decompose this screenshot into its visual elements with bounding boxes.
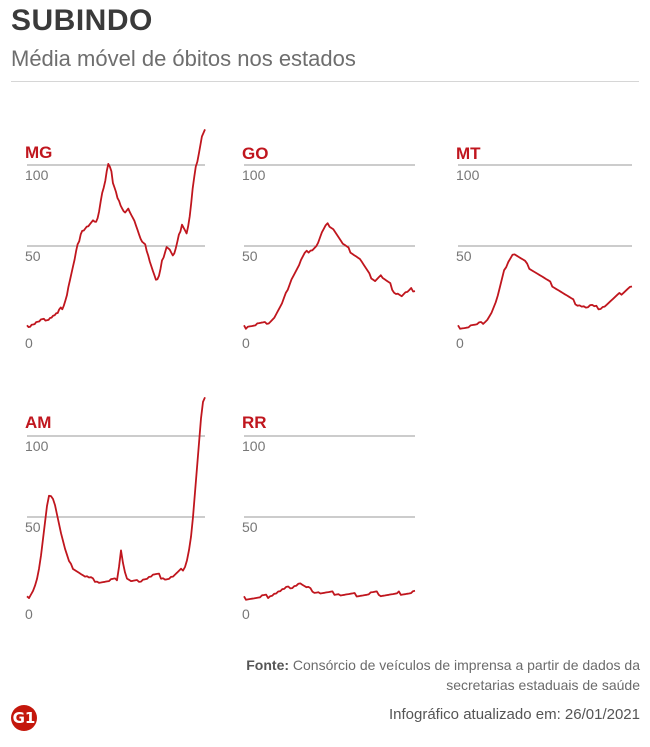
- chart-subtitle: Média móvel de óbitos nos estados: [11, 46, 356, 71]
- tick-label-mg-0: 0: [25, 335, 33, 351]
- state-label-mg: MG: [25, 143, 52, 162]
- header-divider: [11, 81, 639, 82]
- tick-label-mt-50: 50: [456, 248, 472, 264]
- tick-label-am-0: 0: [25, 606, 33, 622]
- source-text: Consórcio de veículos de imprensa a part…: [292, 657, 640, 693]
- tick-label-rr-100: 100: [242, 438, 266, 454]
- state-label-rr: RR: [242, 413, 267, 432]
- tick-label-go-50: 50: [242, 248, 258, 264]
- tick-label-go-0: 0: [242, 335, 250, 351]
- tick-label-mt-100: 100: [456, 167, 480, 183]
- source-note: Fonte: Consórcio de veículos de imprensa…: [240, 655, 640, 695]
- series-line-mt: [457, 253, 633, 330]
- series-line-go: [243, 222, 416, 330]
- state-label-am: AM: [25, 413, 51, 432]
- tick-label-mt-0: 0: [456, 335, 464, 351]
- series-line-rr: [243, 582, 416, 601]
- tick-label-rr-50: 50: [242, 519, 258, 535]
- source-label: Fonte:: [246, 657, 290, 673]
- tick-label-am-50: 50: [25, 519, 41, 535]
- state-label-mt: MT: [456, 144, 481, 163]
- series-line-am: [26, 396, 206, 599]
- series-line-mg: [26, 129, 206, 329]
- state-label-go: GO: [242, 144, 268, 163]
- tick-label-go-100: 100: [242, 167, 266, 183]
- chart-title: SUBINDO: [11, 4, 153, 37]
- tick-label-mg-100: 100: [25, 167, 49, 183]
- g1-logo: G1: [11, 705, 37, 731]
- tick-label-am-100: 100: [25, 438, 49, 454]
- update-date: Infográfico atualizado em: 26/01/2021: [388, 706, 640, 723]
- tick-label-mg-50: 50: [25, 248, 41, 264]
- tick-label-rr-0: 0: [242, 606, 250, 622]
